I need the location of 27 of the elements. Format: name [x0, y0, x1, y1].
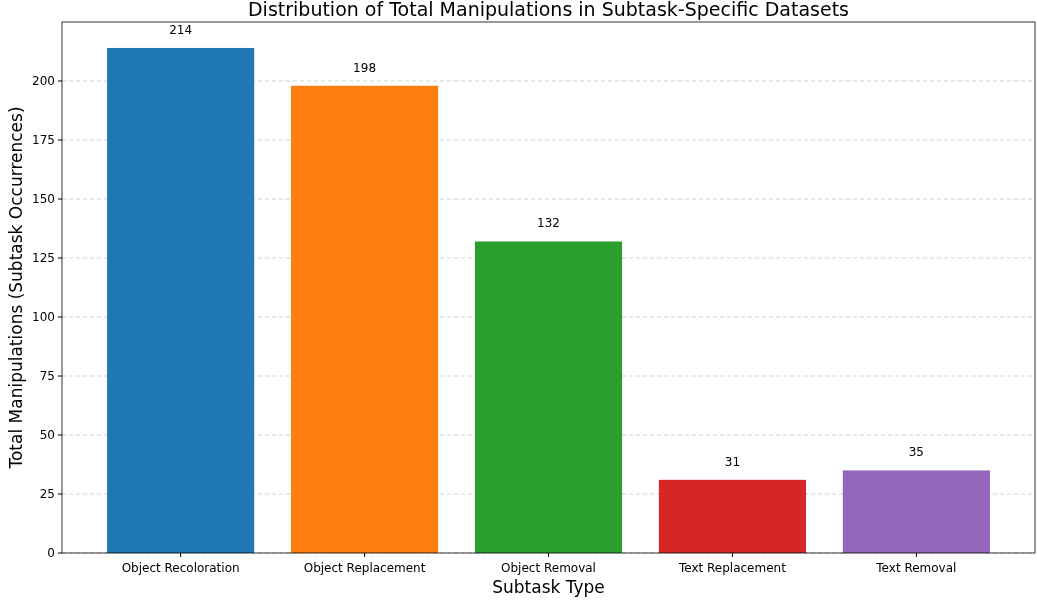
bar	[474, 241, 623, 553]
x-tick-label: Object Removal	[501, 561, 596, 575]
data-label: 132	[537, 216, 560, 231]
x-axis-title: Subtask Type	[492, 577, 605, 597]
x-tick-label: Object Recoloration	[121, 561, 240, 575]
y-tick-label: 25	[39, 487, 55, 502]
data-label: 214	[169, 22, 193, 37]
bar	[107, 47, 255, 553]
y-tick-label: 150	[32, 192, 55, 207]
data-label: 35	[908, 445, 924, 460]
bar	[658, 479, 807, 553]
data-label: 198	[353, 60, 377, 75]
y-tick-label: 125	[32, 251, 55, 266]
y-tick-label: 0	[47, 546, 55, 561]
y-tick-label: 100	[32, 310, 55, 325]
chart-title: Distribution of Total Manipulations in Subtask-Specific Datasets	[247, 0, 850, 20]
y-tick-label: 75	[39, 369, 55, 384]
data-label: 31	[724, 454, 741, 469]
bar	[291, 85, 439, 553]
x-tick-label: Object Replacement	[303, 561, 426, 575]
x-tick-label: Text Replacement	[677, 561, 787, 575]
y-tick-label: 175	[32, 133, 55, 148]
y-tick-label: 200	[32, 74, 55, 89]
y-tick-label: 50	[39, 428, 55, 443]
bar	[842, 470, 990, 553]
x-tick-label: Text Removal	[875, 561, 957, 575]
y-axis-title: Total Manipulations (Subtask Occurrences)	[6, 106, 26, 470]
